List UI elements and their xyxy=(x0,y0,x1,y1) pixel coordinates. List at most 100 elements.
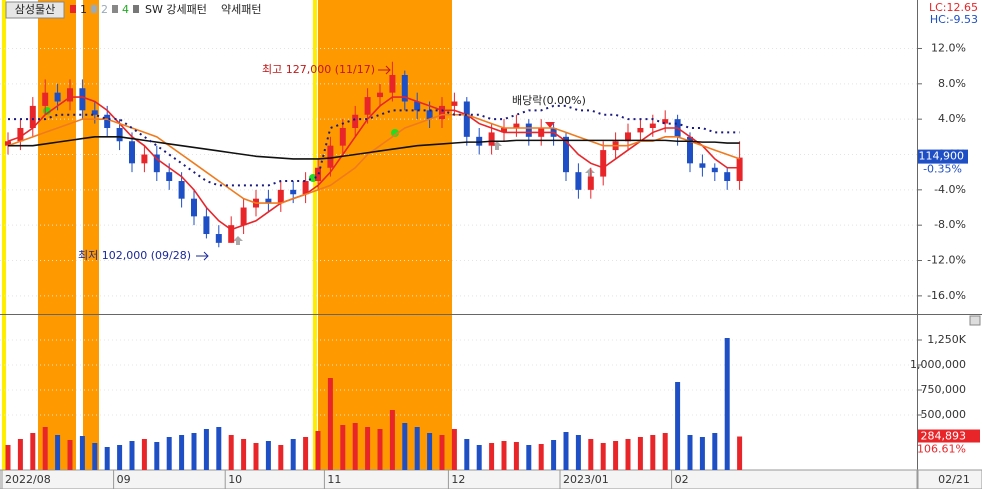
volume-bar xyxy=(79,436,85,470)
candle-body xyxy=(501,127,507,133)
volume-bar xyxy=(191,433,197,470)
volume-bar xyxy=(439,435,445,470)
signal-arrow xyxy=(492,141,502,150)
legend-swatch xyxy=(91,5,97,13)
signal-arrow xyxy=(233,236,243,245)
volume-bar xyxy=(737,436,743,470)
annotation-arrow xyxy=(196,251,209,261)
cursor-date: 02/21 xyxy=(938,473,970,486)
indicator-line xyxy=(8,104,740,187)
candle-body xyxy=(513,123,520,128)
volume-bar xyxy=(389,410,395,470)
last-volume-box xyxy=(918,429,980,443)
candle-body xyxy=(29,105,36,128)
signal-dot xyxy=(391,129,399,137)
indicator-line xyxy=(7,96,740,231)
volume-bar xyxy=(712,433,718,470)
candle-body xyxy=(17,127,24,142)
last-price: 114,900 xyxy=(919,150,965,163)
volume-bar xyxy=(662,433,668,470)
candle-body xyxy=(662,119,669,124)
candle-body xyxy=(215,234,222,243)
volume-bar xyxy=(377,429,383,470)
hc-label: HC:-9.53 xyxy=(930,13,978,26)
volume-bar xyxy=(92,443,98,470)
volume-bar xyxy=(253,443,259,470)
dividend-marker xyxy=(545,122,555,128)
legend-label: 1 xyxy=(80,3,87,16)
candle-body xyxy=(377,92,383,98)
candle-body xyxy=(649,123,656,128)
candle-body xyxy=(302,181,309,195)
volume-bar xyxy=(166,437,172,470)
volume-bar xyxy=(241,439,247,470)
last-change: -0.35% xyxy=(923,163,962,176)
volume-bar xyxy=(451,429,457,470)
volume-bar xyxy=(228,435,234,470)
volume-bar xyxy=(365,427,371,470)
last-price-box xyxy=(918,149,968,164)
candle-body xyxy=(141,154,148,164)
volume-bar xyxy=(154,442,160,470)
candle-body xyxy=(711,167,718,173)
volume-bar xyxy=(278,445,284,470)
candle-body xyxy=(265,198,272,204)
candle-body xyxy=(240,207,247,226)
legend-label: 약세패턴 xyxy=(221,2,261,16)
candle-body xyxy=(290,189,297,195)
panel-button[interactable] xyxy=(969,315,981,326)
legend-label: SW 강세패턴 xyxy=(145,3,207,16)
candle-body xyxy=(575,172,582,190)
x-tick-label: 2023/01 xyxy=(563,473,609,486)
volume-bar xyxy=(352,423,358,470)
candle-body xyxy=(228,225,235,243)
candle-body xyxy=(339,127,346,146)
volume-bar xyxy=(5,445,11,470)
x-axis-bar xyxy=(0,469,918,489)
volume-ratio: 106.61% xyxy=(917,443,966,456)
volume-bar xyxy=(265,441,271,470)
symbol-box[interactable] xyxy=(5,1,65,19)
candle-body xyxy=(54,92,61,102)
symbol[interactable]: 삼성물산 xyxy=(15,3,55,16)
signal-arrow xyxy=(585,168,595,177)
candle-body xyxy=(116,127,123,142)
y-tick-label: -12.0% xyxy=(927,254,966,267)
lc-label: LC:12.65 xyxy=(929,1,978,14)
y-tick-label: 1,250K xyxy=(927,333,966,346)
volume-bar xyxy=(538,444,544,470)
candle-body xyxy=(364,97,371,115)
volume-bar xyxy=(513,442,519,470)
candle-body xyxy=(91,110,98,115)
date-box xyxy=(917,469,982,489)
candle-body xyxy=(42,92,49,106)
x-tick-label: 2022/08 xyxy=(5,473,51,486)
volume-bar xyxy=(575,435,581,470)
volume-bar xyxy=(55,435,61,470)
candle-body xyxy=(104,114,111,128)
annotation-arrow xyxy=(378,65,391,75)
pattern-band xyxy=(83,0,99,470)
volume-bar xyxy=(650,435,656,470)
legend-swatch xyxy=(133,5,139,13)
legend-swatch xyxy=(112,5,118,13)
volume-bar xyxy=(551,440,557,470)
y-tick-label: 4.0% xyxy=(938,112,966,125)
volume-bar xyxy=(526,445,532,470)
volume-bar xyxy=(427,433,433,470)
volume-bar xyxy=(699,437,705,470)
volume-bar xyxy=(613,441,619,470)
volume-bar xyxy=(67,440,73,470)
volume-bar xyxy=(724,338,730,470)
x-tick-label: 02 xyxy=(675,473,689,486)
y-tick-label: 8.0% xyxy=(938,77,966,90)
volume-bar xyxy=(340,425,346,470)
y-tick-label: 750,000 xyxy=(921,383,967,396)
volume-bar xyxy=(489,443,495,470)
pattern-band xyxy=(318,0,452,470)
candle-body xyxy=(327,145,334,168)
last-volume: 284,893 xyxy=(921,430,967,443)
x-tick-label: 10 xyxy=(228,473,242,486)
candle-body xyxy=(699,163,706,168)
